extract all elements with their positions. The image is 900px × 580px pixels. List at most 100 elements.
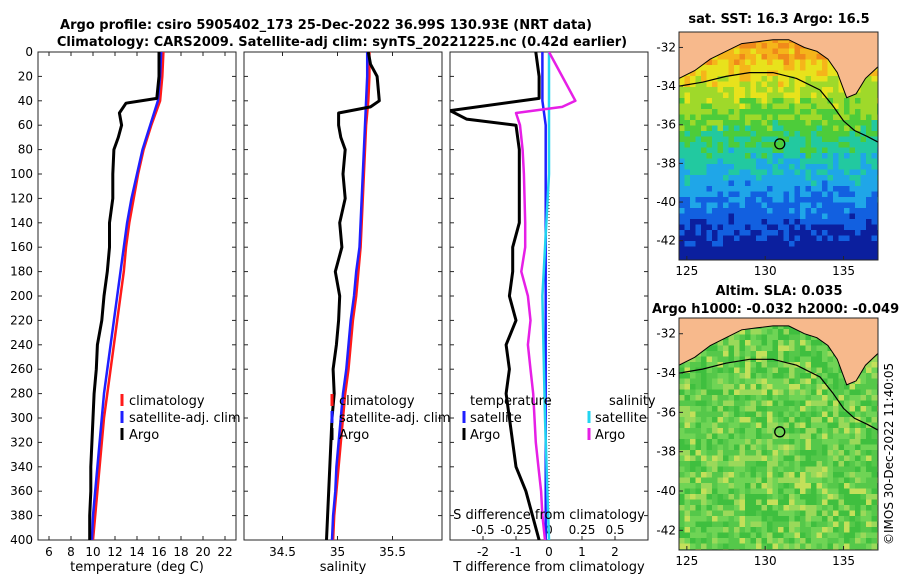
map-cell — [739, 191, 746, 198]
map-cell — [866, 378, 872, 385]
map-cell — [783, 186, 790, 192]
map-cell — [789, 131, 795, 137]
map-cell — [756, 378, 762, 385]
map-cell — [849, 257, 856, 260]
map-cell — [761, 76, 768, 82]
map-cell — [767, 147, 773, 154]
map-cell — [723, 389, 729, 396]
map-cell — [789, 246, 795, 253]
map-cell — [756, 477, 762, 484]
map-cell — [712, 356, 718, 363]
map-cell — [778, 76, 784, 82]
map-cell — [717, 543, 724, 550]
map-cell — [783, 422, 790, 429]
map-cell — [679, 417, 685, 423]
map-cell — [695, 92, 702, 99]
map-cell — [690, 92, 696, 99]
map-cell — [761, 472, 768, 478]
map-cell — [816, 439, 823, 445]
map-cell — [789, 219, 795, 225]
map-cell — [772, 334, 779, 341]
map-cell — [695, 98, 702, 104]
map-cell — [855, 120, 861, 126]
map-cell — [712, 208, 718, 214]
map-cell — [855, 400, 861, 407]
map-cell — [783, 202, 790, 209]
map-cell — [745, 109, 751, 115]
map-cell — [833, 428, 839, 434]
map-cell — [717, 153, 724, 159]
map-cell — [750, 186, 757, 192]
map-cell — [794, 516, 801, 522]
map-cell — [849, 384, 856, 390]
map-cell — [844, 461, 850, 467]
map-cell — [778, 191, 784, 198]
map-cell — [855, 180, 861, 187]
map-cell — [701, 488, 707, 495]
map-cell — [690, 76, 696, 82]
map-cell — [827, 543, 834, 550]
x-tick-label: 34.5 — [269, 545, 296, 559]
map-cell — [860, 499, 867, 506]
map-cell — [860, 543, 867, 550]
map-cell — [750, 340, 757, 346]
map-cell — [756, 147, 762, 154]
map-cell — [800, 114, 806, 121]
map-cell — [844, 422, 850, 429]
map-cell — [701, 378, 707, 385]
map-cell — [871, 131, 878, 137]
map-cell — [739, 158, 746, 165]
map-cell — [789, 65, 795, 71]
map-cell — [827, 433, 834, 440]
map-cell — [761, 142, 768, 148]
map-cell — [844, 389, 850, 396]
map-cell — [855, 224, 861, 231]
map-cell — [833, 433, 839, 440]
figure-title-line1: Argo profile: csiro 5905402_173 25-Dec-2… — [60, 18, 592, 33]
map-cell — [772, 186, 779, 192]
map-cell — [866, 428, 872, 434]
map-cell — [734, 444, 740, 451]
map-cell — [695, 373, 702, 379]
map-cell — [849, 395, 856, 401]
map-cell — [695, 378, 702, 385]
map-cell — [833, 461, 839, 467]
map-cell — [745, 92, 751, 99]
map-cell — [816, 406, 823, 412]
map-cell — [805, 406, 812, 412]
map-cell — [761, 87, 768, 93]
map-cell — [761, 54, 768, 60]
map-cell — [706, 510, 713, 517]
map-cell — [783, 472, 790, 478]
map-cell — [822, 103, 828, 110]
map-cell — [805, 450, 812, 456]
map-cell — [739, 329, 746, 335]
map-cell — [783, 125, 790, 132]
map-cell — [811, 389, 817, 396]
map-cell — [783, 400, 790, 407]
map-cell — [827, 384, 834, 390]
map-cell — [739, 213, 746, 220]
map-cell — [816, 120, 823, 126]
map-cell — [800, 340, 806, 346]
map-cell — [695, 219, 702, 225]
map-cell — [767, 164, 773, 170]
map-cell — [811, 98, 817, 104]
map-cell — [811, 180, 817, 187]
map-cell — [849, 422, 856, 429]
map-cell — [827, 241, 834, 247]
map-cell — [690, 356, 696, 363]
map-cell — [761, 43, 768, 49]
series-line-argo — [88, 52, 161, 540]
map-cell — [734, 76, 740, 82]
map-cell — [706, 543, 713, 550]
map-y-tick-label: -32 — [656, 40, 676, 54]
map-cell — [756, 219, 762, 225]
map-cell — [860, 142, 867, 148]
map-cell — [739, 516, 746, 522]
map-cell — [728, 532, 735, 539]
map-cell — [684, 246, 691, 253]
map-cell — [811, 477, 817, 484]
map-cell — [756, 70, 762, 77]
map-x-tick-label: 125 — [675, 554, 698, 568]
